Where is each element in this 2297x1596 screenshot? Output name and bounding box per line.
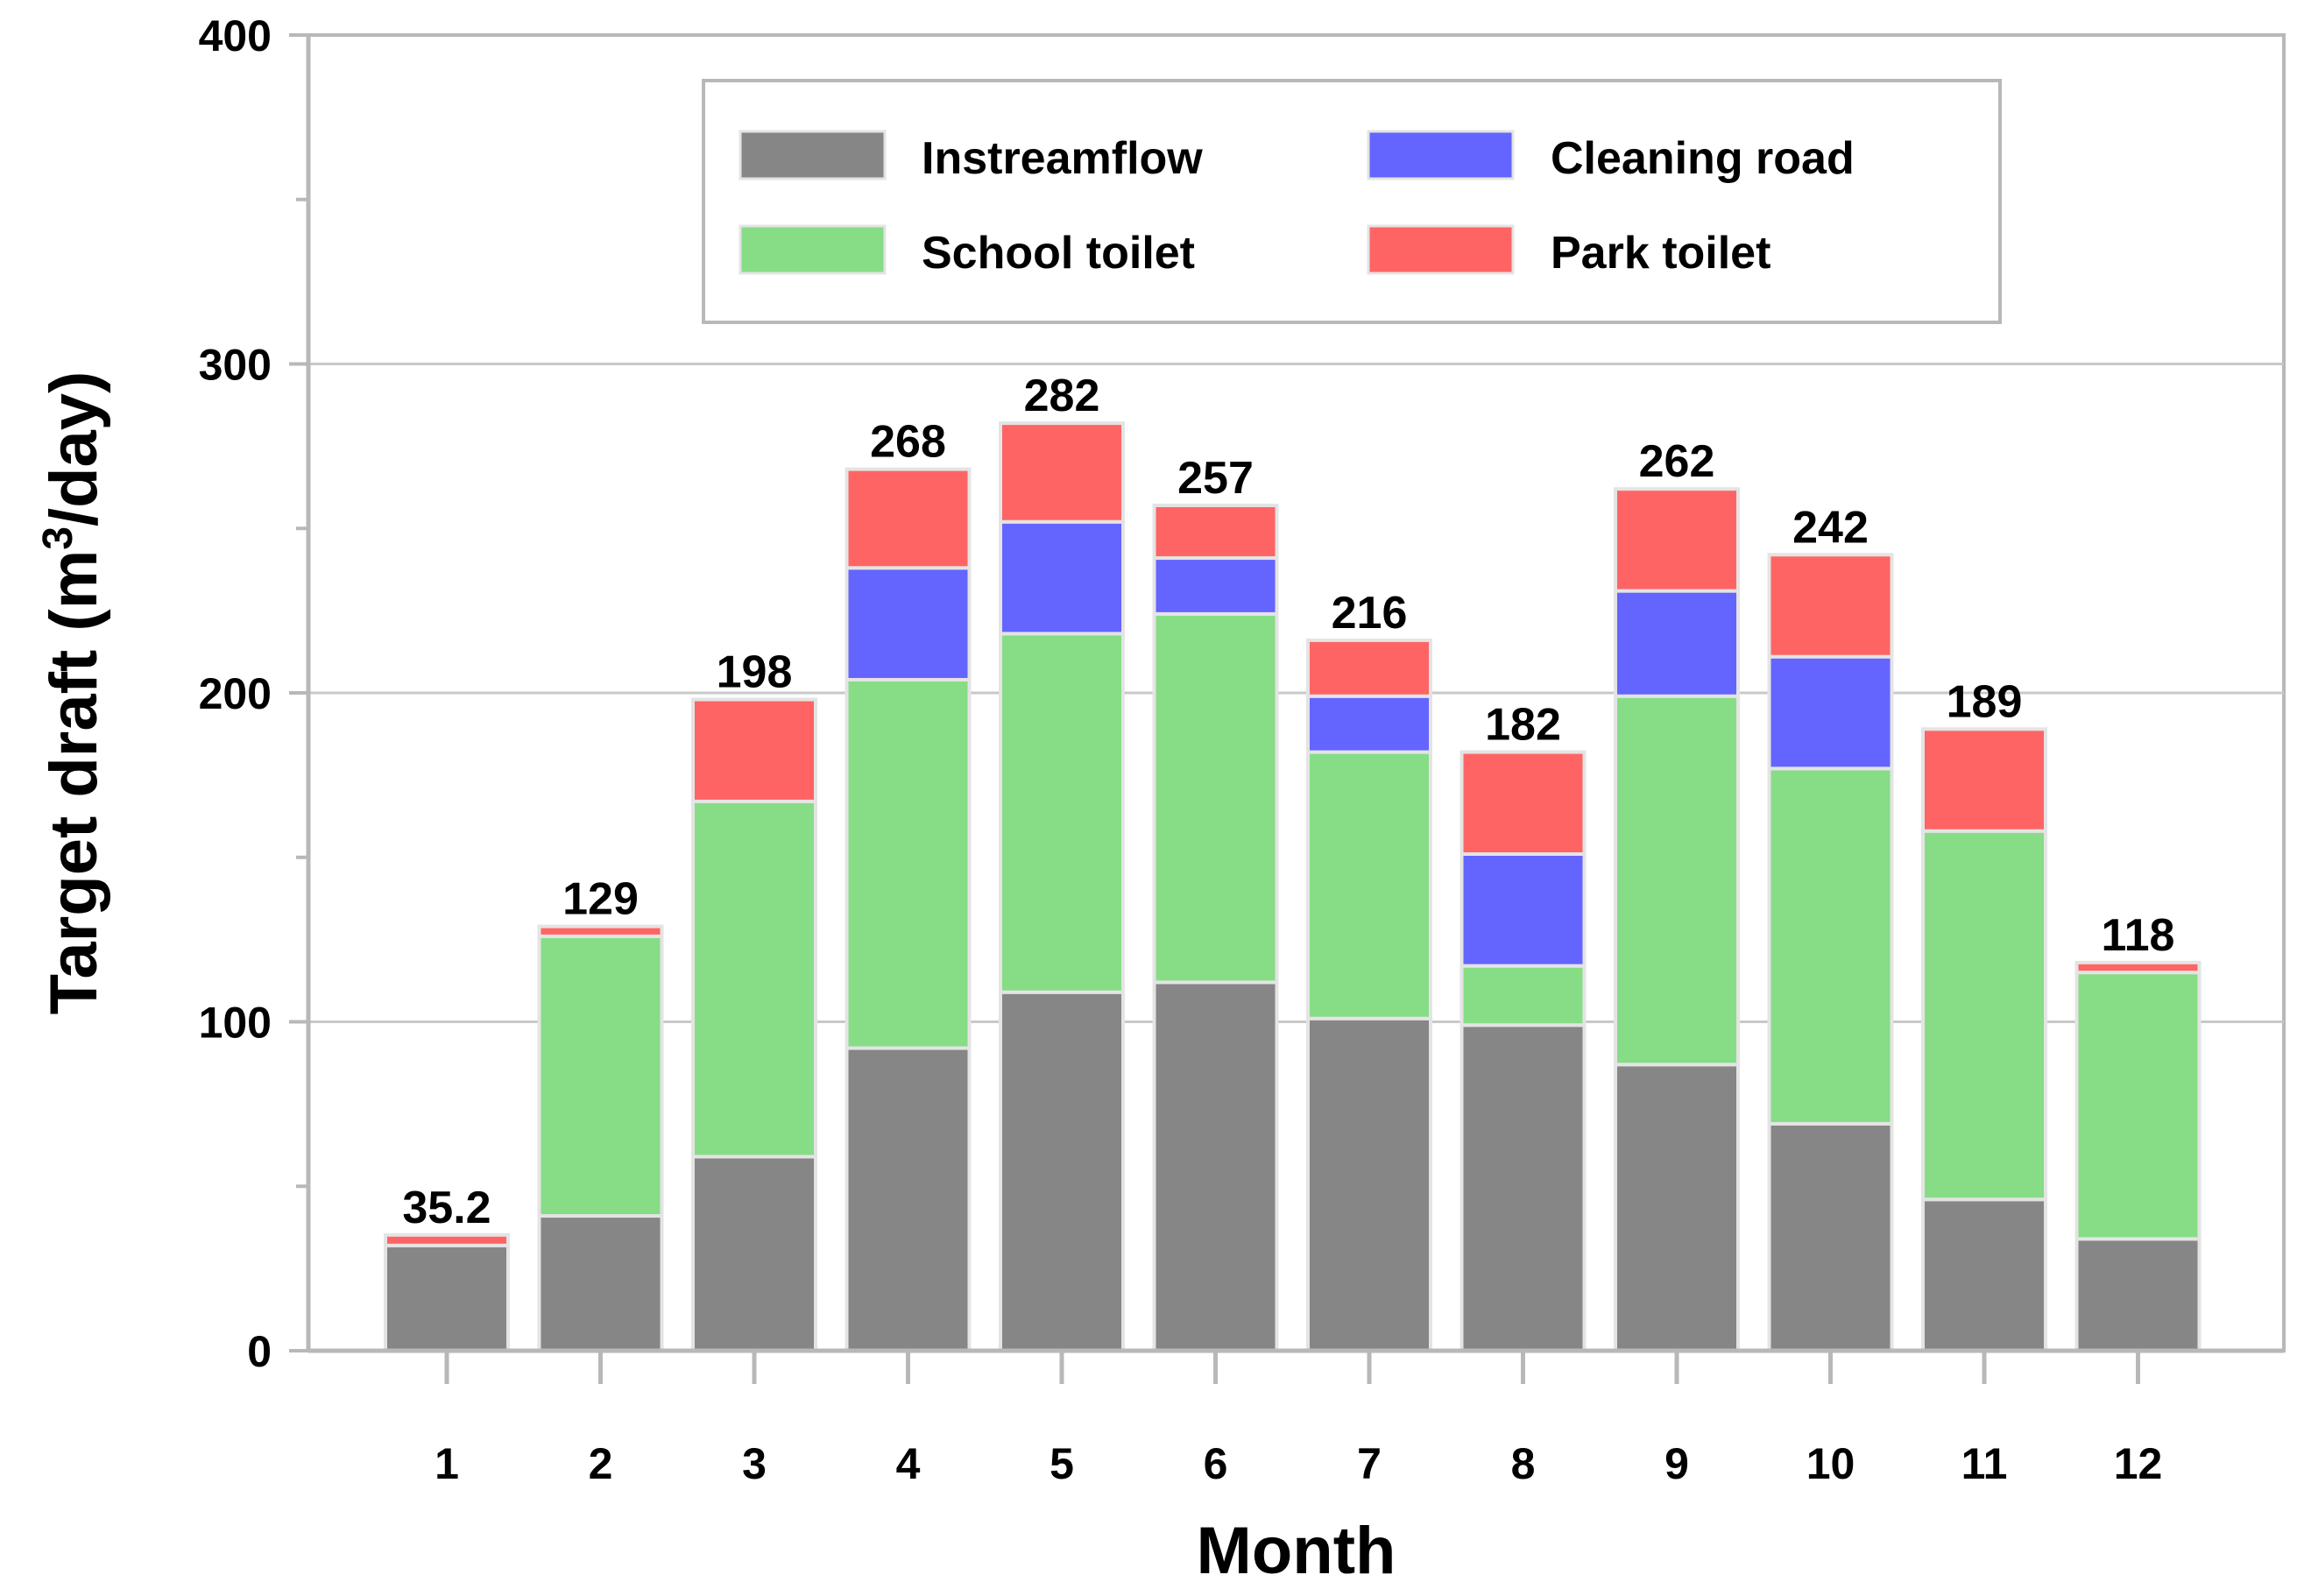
legend-swatch-instreamflow bbox=[739, 130, 887, 180]
bar-school-toilet-month-6 bbox=[1152, 611, 1279, 985]
bar-instreamflow-month-9 bbox=[1614, 1063, 1740, 1352]
bar-instreamflow-month-6 bbox=[1152, 980, 1279, 1352]
total-label-month-7: 216 bbox=[1332, 588, 1408, 639]
bar-park-toilet-month-9 bbox=[1614, 487, 1740, 593]
bar-park-toilet-month-6 bbox=[1152, 503, 1279, 561]
x-tick-label: 3 bbox=[742, 1439, 767, 1488]
total-label-month-8: 182 bbox=[1485, 700, 1561, 751]
bar-instreamflow-month-12 bbox=[2074, 1237, 2202, 1352]
bar-school-toilet-month-4 bbox=[845, 677, 972, 1050]
bar-cleaning-road-month-6 bbox=[1152, 556, 1279, 616]
bar-park-toilet-month-2 bbox=[537, 924, 664, 938]
bar-park-toilet-month-5 bbox=[999, 421, 1125, 524]
total-label-month-6: 257 bbox=[1177, 453, 1254, 504]
bar-school-toilet-month-5 bbox=[999, 632, 1125, 994]
total-label-month-5: 282 bbox=[1024, 371, 1100, 421]
bar-park-toilet-month-3 bbox=[691, 697, 817, 803]
x-tick-label: 9 bbox=[1664, 1439, 1689, 1488]
bar-cleaning-road-month-7 bbox=[1306, 694, 1432, 754]
y-axis-title-superscript: 3 bbox=[35, 526, 81, 550]
total-labels: 35.2 129 198 268 282 257 216 182 262 242 189 118 bbox=[402, 371, 2174, 1233]
y-axis-title: Target draft (m3/day) bbox=[35, 371, 111, 1015]
bar-school-toilet-month-8 bbox=[1459, 964, 1587, 1028]
x-tick-label: 10 bbox=[1806, 1439, 1855, 1488]
legend: Instreamflow Cleaning road School toilet Pa… bbox=[702, 79, 2002, 324]
total-label-month-12: 118 bbox=[2102, 910, 2175, 961]
legend-label-cleaning-road: Cleaning road bbox=[1551, 133, 1855, 184]
x-tick-label: 5 bbox=[1050, 1439, 1074, 1488]
y-axis-title-main: Target draft (m bbox=[37, 550, 111, 1015]
bar-instreamflow-month-3 bbox=[691, 1155, 817, 1352]
bar-instreamflow-month-11 bbox=[1921, 1197, 2047, 1353]
legend-label-school-toilet: School toilet bbox=[922, 228, 1195, 279]
total-label-month-3: 198 bbox=[717, 647, 793, 698]
x-tick-label: 7 bbox=[1357, 1439, 1382, 1488]
y-tick-label: 300 bbox=[199, 341, 272, 390]
x-tick-label: 1 bbox=[435, 1439, 459, 1488]
bar-park-toilet-month-7 bbox=[1306, 638, 1432, 698]
bar-park-toilet-month-11 bbox=[1921, 727, 2047, 833]
total-label-month-4: 268 bbox=[870, 417, 946, 468]
y-tick-label: 100 bbox=[199, 999, 272, 1048]
bar-park-toilet-month-10 bbox=[1767, 553, 1894, 659]
total-label-month-10: 242 bbox=[1792, 502, 1869, 553]
bar-park-toilet-month-8 bbox=[1459, 750, 1587, 856]
bar-cleaning-road-month-5 bbox=[999, 519, 1125, 636]
x-tick-label: 8 bbox=[1511, 1439, 1536, 1488]
bar-instreamflow-month-8 bbox=[1459, 1023, 1587, 1352]
total-label-month-2: 129 bbox=[562, 874, 639, 925]
bar-school-toilet-month-3 bbox=[691, 799, 817, 1159]
bar-school-toilet-month-12 bbox=[2074, 971, 2202, 1241]
bar-park-toilet-month-12 bbox=[2074, 960, 2202, 975]
x-tick-label: 12 bbox=[2114, 1439, 2163, 1488]
total-label-month-11: 189 bbox=[1947, 676, 2023, 727]
legend-swatch-cleaning-road bbox=[1367, 130, 1515, 180]
bar-park-toilet-month-1 bbox=[384, 1232, 510, 1247]
bar-instreamflow-month-2 bbox=[537, 1214, 664, 1353]
legend-swatch-school-toilet bbox=[739, 224, 887, 275]
x-tick-label: 6 bbox=[1204, 1439, 1228, 1488]
bar-park-toilet-month-4 bbox=[845, 467, 972, 570]
total-label-month-1: 35.2 bbox=[402, 1183, 491, 1233]
bar-instreamflow-month-4 bbox=[845, 1046, 972, 1353]
y-tick-label: 400 bbox=[199, 11, 272, 60]
x-tick-label: 11 bbox=[1961, 1439, 2008, 1488]
x-tick-label: 4 bbox=[896, 1439, 921, 1488]
bar-school-toilet-month-11 bbox=[1921, 829, 2047, 1202]
legend-label-park-toilet: Park toilet bbox=[1551, 228, 1770, 279]
y-tick-label: 200 bbox=[199, 669, 272, 718]
bar-cleaning-road-month-10 bbox=[1767, 654, 1894, 771]
bars bbox=[384, 421, 2202, 1353]
x-axis-title: Month bbox=[1197, 1514, 1396, 1588]
bar-school-toilet-month-7 bbox=[1306, 750, 1432, 1020]
legend-box bbox=[702, 79, 2002, 324]
bar-school-toilet-month-2 bbox=[537, 934, 664, 1218]
legend-label-instreamflow: Instreamflow bbox=[922, 133, 1203, 184]
bar-school-toilet-month-9 bbox=[1614, 694, 1740, 1067]
bar-cleaning-road-month-4 bbox=[845, 566, 972, 681]
y-axis-title-end: /day) bbox=[37, 371, 111, 526]
bar-school-toilet-month-10 bbox=[1767, 766, 1894, 1126]
legend-swatch-park-toilet bbox=[1367, 224, 1515, 275]
bar-instreamflow-month-7 bbox=[1306, 1016, 1432, 1352]
bar-instreamflow-month-1 bbox=[384, 1243, 510, 1352]
bar-cleaning-road-month-9 bbox=[1614, 589, 1740, 698]
bar-instreamflow-month-10 bbox=[1767, 1121, 1894, 1353]
bar-cleaning-road-month-8 bbox=[1459, 851, 1587, 968]
y-tick-label: 0 bbox=[247, 1327, 272, 1376]
x-tick-label: 2 bbox=[589, 1439, 613, 1488]
total-label-month-9: 262 bbox=[1639, 436, 1715, 487]
bar-instreamflow-month-5 bbox=[999, 990, 1125, 1352]
